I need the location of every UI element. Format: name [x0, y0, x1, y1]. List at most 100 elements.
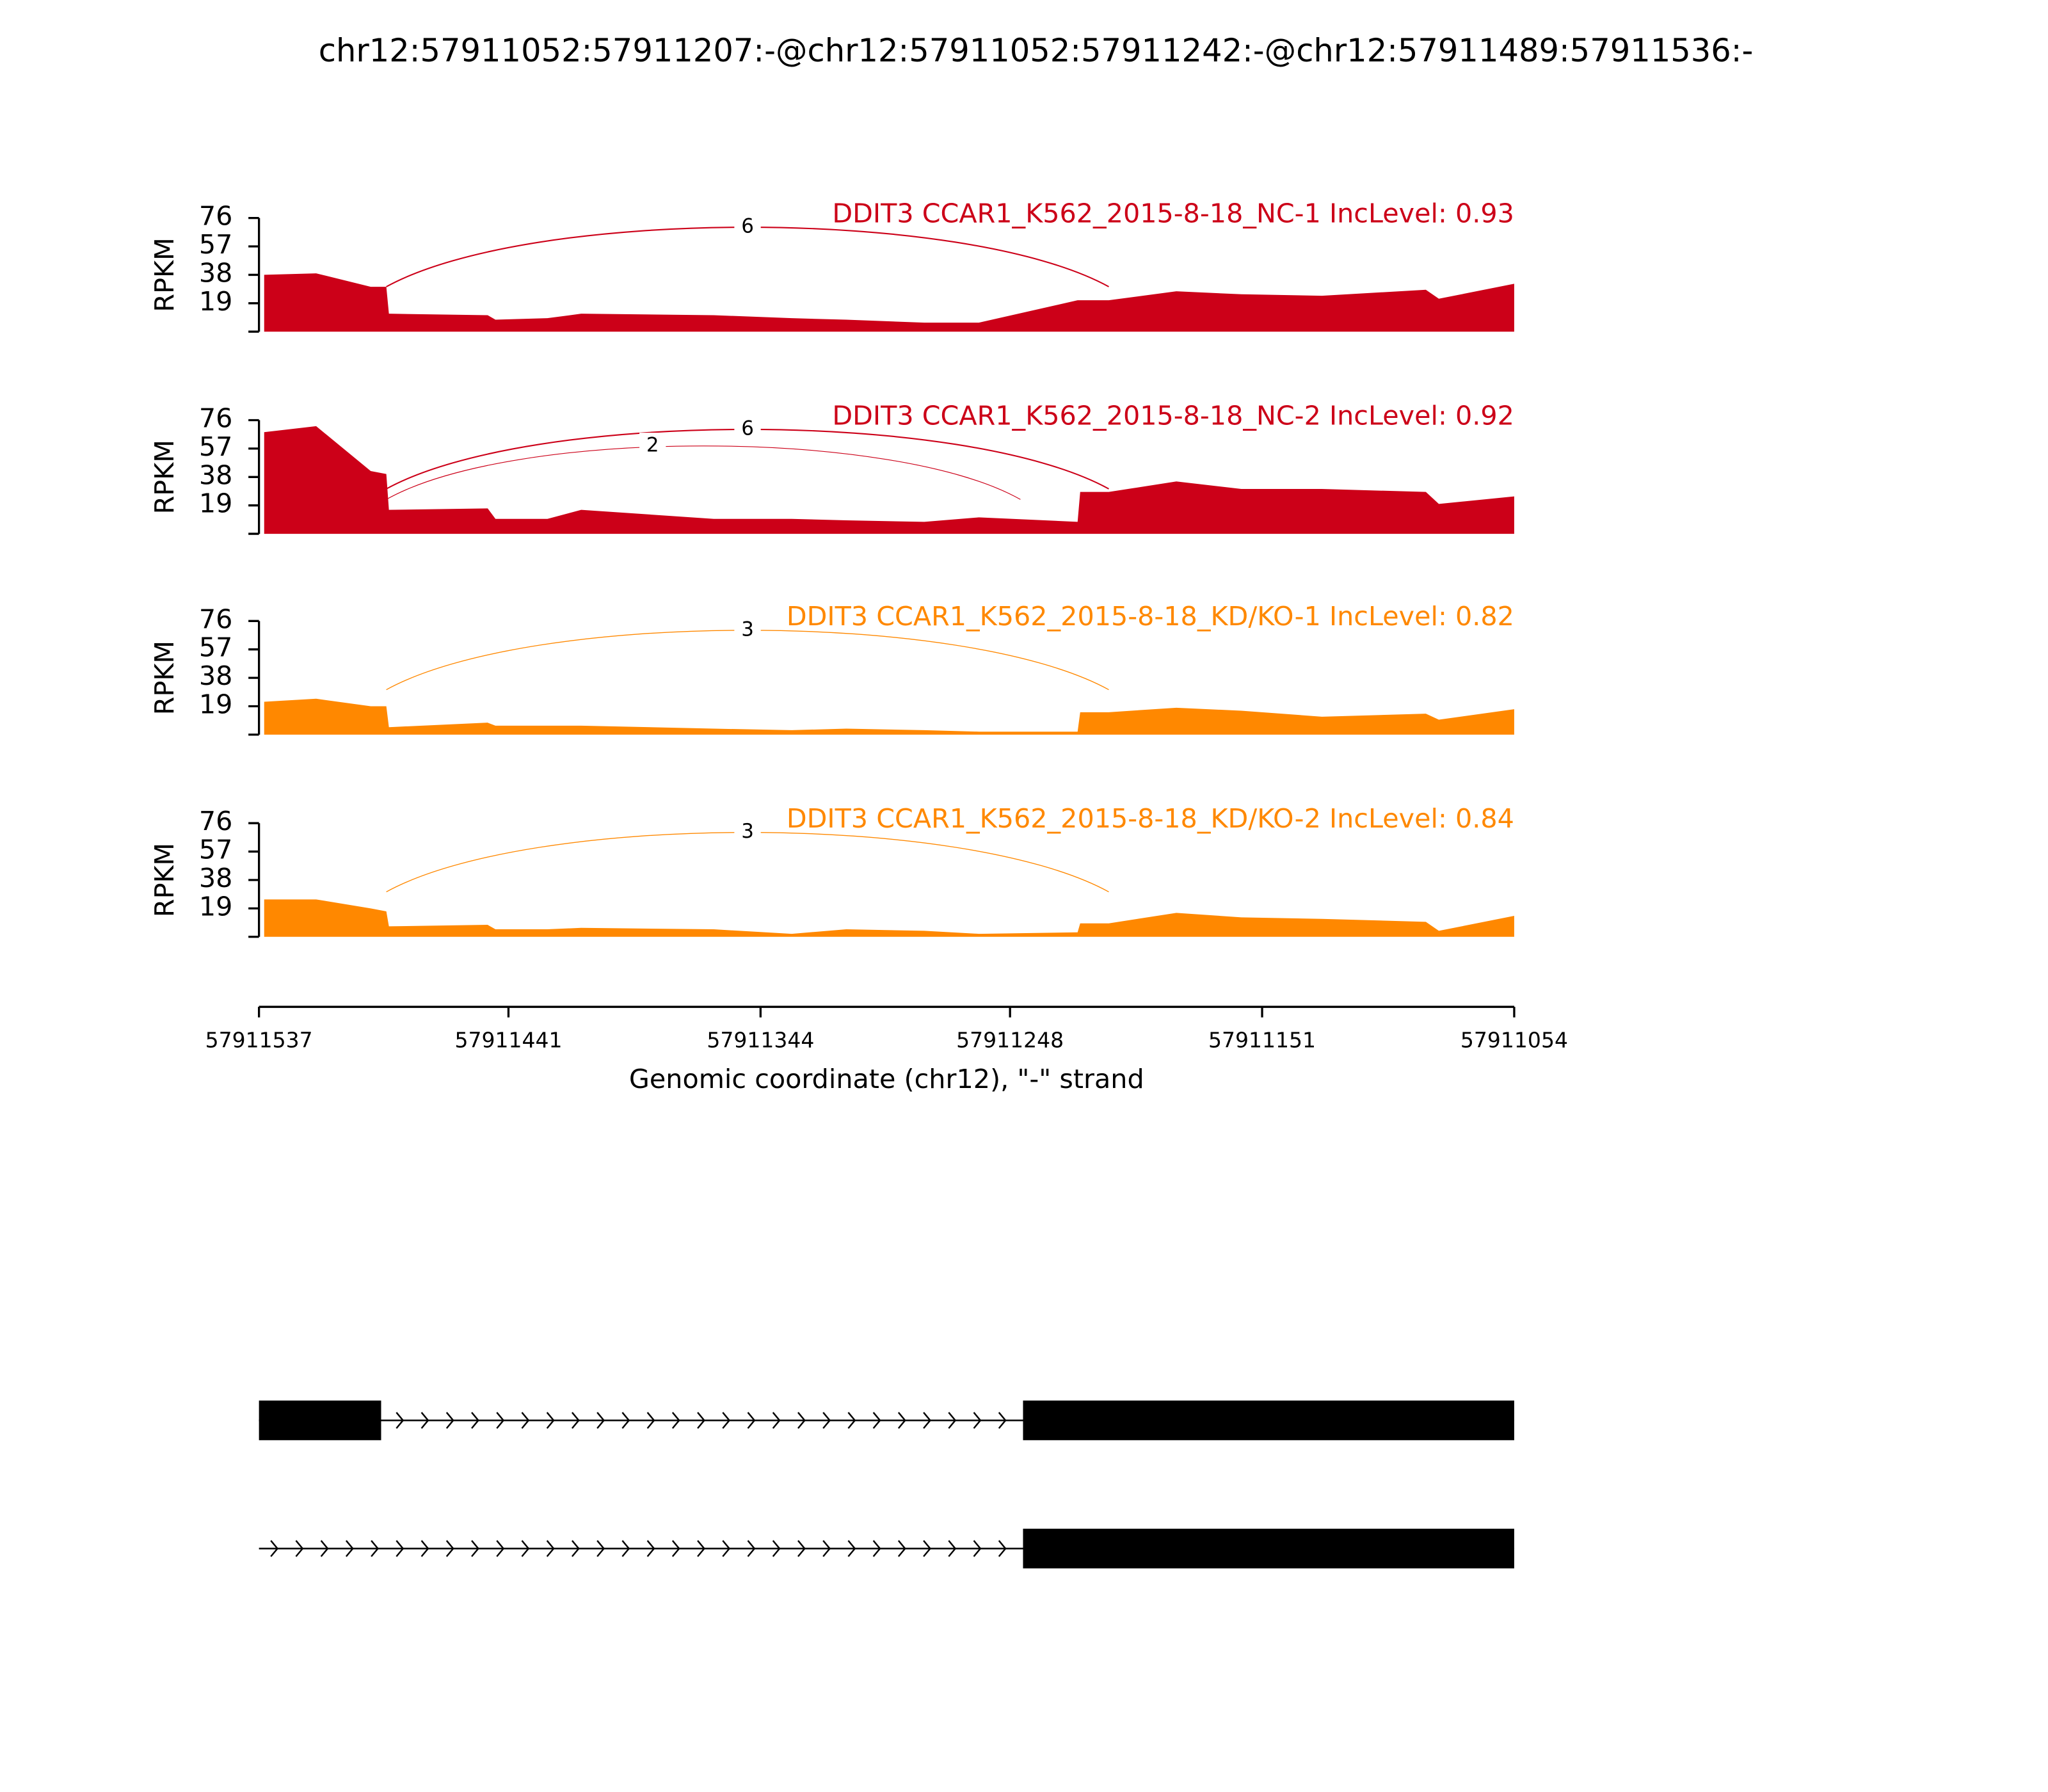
- strand-chevron: [546, 1540, 555, 1557]
- strand-chevron: [697, 1412, 705, 1429]
- junction-count: 2: [646, 433, 659, 456]
- y-axis-label: RPKM: [149, 843, 180, 917]
- strand-chevron: [722, 1412, 731, 1429]
- strand-chevron: [646, 1540, 655, 1557]
- strand-chevron: [496, 1540, 505, 1557]
- track-title: DDIT3 CCAR1_K562_2015-8-18_NC-1 IncLevel…: [832, 198, 1514, 229]
- strand-chevron: [521, 1412, 530, 1429]
- strand-chevron: [546, 1412, 555, 1429]
- strand-chevron: [420, 1412, 429, 1429]
- strand-chevron: [445, 1412, 454, 1429]
- strand-chevron: [772, 1540, 781, 1557]
- strand-chevron: [747, 1540, 756, 1557]
- strand-chevron: [923, 1412, 932, 1429]
- strand-chevron: [822, 1412, 831, 1429]
- strand-chevron: [270, 1540, 279, 1557]
- y-tick-label: 76: [199, 806, 233, 836]
- strand-chevron: [847, 1540, 856, 1557]
- x-tick-label: 57911054: [1460, 1027, 1568, 1052]
- coverage-area: [264, 426, 1514, 534]
- strand-chevron: [872, 1540, 881, 1557]
- strand-chevron: [897, 1412, 906, 1429]
- coverage-area: [264, 899, 1514, 937]
- strand-chevron: [897, 1540, 906, 1557]
- strand-chevron: [948, 1540, 957, 1557]
- y-tick-label: 38: [199, 660, 233, 691]
- exon: [259, 1400, 381, 1441]
- strand-chevron: [345, 1540, 354, 1557]
- x-tick-label: 57911151: [1208, 1027, 1316, 1052]
- y-tick-label: 76: [199, 201, 233, 232]
- strand-chevron: [521, 1540, 530, 1557]
- strand-chevron: [596, 1412, 605, 1429]
- junction-count: 3: [741, 820, 754, 843]
- exon: [1023, 1400, 1514, 1441]
- strand-chevron: [396, 1540, 404, 1557]
- strand-chevron: [571, 1540, 580, 1557]
- strand-chevron: [371, 1540, 380, 1557]
- strand-chevron: [596, 1540, 605, 1557]
- x-tick-label: 57911537: [205, 1027, 313, 1052]
- coverage-area: [264, 698, 1514, 735]
- strand-chevron: [496, 1412, 505, 1429]
- junction-count: 6: [741, 417, 754, 440]
- strand-chevron: [847, 1412, 856, 1429]
- junction-count: 6: [741, 215, 754, 238]
- y-tick-label: 38: [199, 460, 233, 490]
- figure-title: chr12:57911052:57911207:-@chr12:57911052…: [319, 32, 1754, 69]
- strand-chevron: [948, 1412, 957, 1429]
- strand-chevron: [621, 1540, 630, 1557]
- track-title: DDIT3 CCAR1_K562_2015-8-18_KD/KO-2 IncLe…: [787, 803, 1514, 834]
- junction-label-bg: [734, 416, 761, 443]
- y-tick-label: 38: [199, 863, 233, 893]
- junction-label-bg: [639, 433, 666, 460]
- strand-chevron: [998, 1412, 1007, 1429]
- strand-chevron: [471, 1540, 479, 1557]
- strand-chevron: [772, 1412, 781, 1429]
- y-tick-label: 19: [199, 286, 233, 317]
- strand-chevron: [471, 1412, 479, 1429]
- strand-chevron: [797, 1540, 806, 1557]
- strand-chevron: [396, 1412, 404, 1429]
- strand-chevron: [621, 1412, 630, 1429]
- y-tick-label: 57: [199, 229, 233, 260]
- coverage-area: [264, 273, 1514, 332]
- strand-chevron: [671, 1412, 680, 1429]
- y-tick-label: 19: [199, 891, 233, 922]
- strand-chevron: [722, 1540, 731, 1557]
- strand-chevron: [445, 1540, 454, 1557]
- x-axis-label: Genomic coordinate (chr12), "-" strand: [629, 1064, 1144, 1094]
- y-tick-label: 76: [199, 604, 233, 634]
- track-title: DDIT3 CCAR1_K562_2015-8-18_KD/KO-1 IncLe…: [787, 601, 1514, 632]
- strand-chevron: [973, 1412, 982, 1429]
- strand-chevron: [295, 1540, 304, 1557]
- strand-chevron: [822, 1540, 831, 1557]
- junction-arc: [386, 445, 1021, 500]
- y-tick-label: 57: [199, 431, 233, 462]
- x-tick-label: 57911248: [956, 1027, 1064, 1052]
- strand-chevron: [797, 1412, 806, 1429]
- junction-label-bg: [734, 819, 761, 846]
- strand-chevron: [973, 1540, 982, 1557]
- y-tick-label: 38: [199, 257, 233, 288]
- strand-chevron: [671, 1540, 680, 1557]
- strand-chevron: [923, 1540, 932, 1557]
- strand-chevron: [646, 1412, 655, 1429]
- strand-chevron: [872, 1412, 881, 1429]
- x-tick-label: 57911441: [454, 1027, 562, 1052]
- strand-chevron: [747, 1412, 756, 1429]
- y-axis-label: RPKM: [149, 641, 180, 715]
- strand-chevron: [571, 1412, 580, 1429]
- y-axis-label: RPKM: [149, 440, 180, 514]
- y-axis-label: RPKM: [149, 237, 180, 312]
- y-tick-label: 76: [199, 403, 233, 434]
- y-tick-label: 57: [199, 632, 233, 663]
- junction-count: 3: [741, 618, 754, 641]
- strand-chevron: [420, 1540, 429, 1557]
- junction-label-bg: [734, 214, 761, 241]
- y-tick-label: 19: [199, 689, 233, 719]
- track-title: DDIT3 CCAR1_K562_2015-8-18_NC-2 IncLevel…: [832, 400, 1514, 431]
